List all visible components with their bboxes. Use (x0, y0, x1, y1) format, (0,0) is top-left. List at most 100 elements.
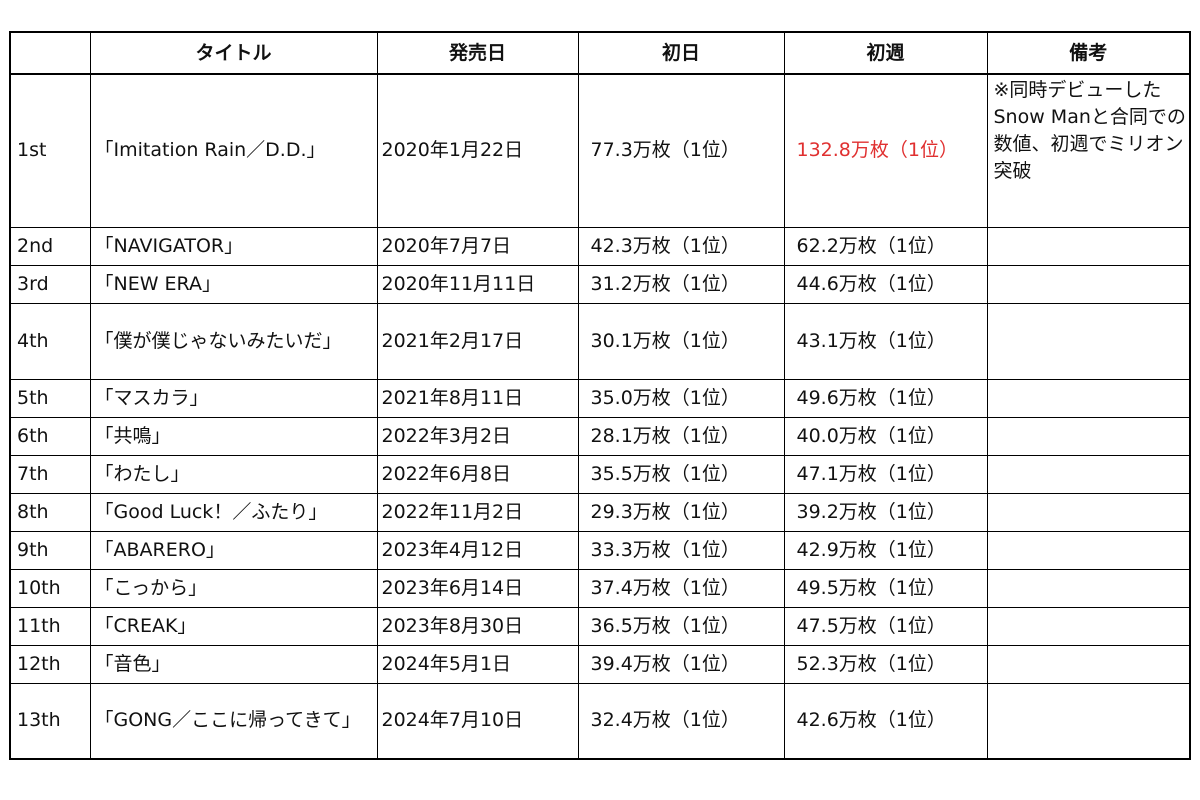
first-week-cell: 52.3万枚（1位） (783, 644, 988, 684)
rank-cell: 4th (9, 302, 91, 380)
first-week-cell: 44.6万枚（1位） (783, 264, 988, 304)
note-cell (986, 226, 1191, 266)
first-day-cell: 77.3万枚（1位） (577, 73, 785, 228)
release-date-cell: 2022年6月8日 (376, 454, 579, 494)
note-cell (986, 644, 1191, 684)
header-row: タイトル 発売日 初日 初週 備考 (9, 31, 1191, 75)
header-title: タイトル (89, 31, 378, 75)
first-day-cell: 28.1万枚（1位） (577, 416, 785, 456)
first-week-cell: 39.2万枚（1位） (783, 492, 988, 532)
release-date-cell: 2021年8月11日 (376, 378, 579, 418)
note-cell (986, 492, 1191, 532)
table-row: 10th 「こっから」 2023年6月14日 37.4万枚（1位） 49.5万枚（1位） (9, 568, 1191, 608)
note-cell (986, 302, 1191, 380)
release-date-cell: 2023年8月30日 (376, 606, 579, 646)
first-week-cell: 40.0万枚（1位） (783, 416, 988, 456)
rank-cell: 10th (9, 568, 91, 608)
rank-cell: 9th (9, 530, 91, 570)
table-row: 8th 「Good Luck！／ふたり」 2022年11月2日 29.3万枚（1位） 3… (9, 492, 1191, 532)
rank-cell: 2nd (9, 226, 91, 266)
rank-cell: 11th (9, 606, 91, 646)
rank-cell: 3rd (9, 264, 91, 304)
release-date-cell: 2024年5月1日 (376, 644, 579, 684)
release-date-cell: 2021年2月17日 (376, 302, 579, 380)
title-cell: 「Imitation Rain／D.D.」 (89, 73, 378, 228)
first-week-cell: 42.6万枚（1位） (783, 682, 988, 760)
first-week-cell: 43.1万枚（1位） (783, 302, 988, 380)
note-cell (986, 568, 1191, 608)
title-cell: 「音色」 (89, 644, 378, 684)
header-first-day: 初日 (577, 31, 785, 75)
rank-cell: 13th (9, 682, 91, 760)
first-week-cell: 47.5万枚（1位） (783, 606, 988, 646)
title-cell: 「こっから」 (89, 568, 378, 608)
sales-table: タイトル 発売日 初日 初週 備考 1st 「Imitation Rain／D.D… (9, 31, 1191, 760)
title-cell: 「NAVIGATOR」 (89, 226, 378, 266)
first-day-cell: 35.5万枚（1位） (577, 454, 785, 494)
note-cell (986, 682, 1191, 760)
table-row: 11th 「CREAK」 2023年8月30日 36.5万枚（1位） 47.5万枚（1位… (9, 606, 1191, 646)
rank-cell: 7th (9, 454, 91, 494)
title-cell: 「CREAK」 (89, 606, 378, 646)
table-row: 7th 「わたし」 2022年6月8日 35.5万枚（1位） 47.1万枚（1位） (9, 454, 1191, 494)
first-day-cell: 32.4万枚（1位） (577, 682, 785, 760)
table-row: 3rd 「NEW ERA」 2020年11月11日 31.2万枚（1位） 44.6万枚（… (9, 264, 1191, 304)
title-cell: 「わたし」 (89, 454, 378, 494)
header-first-week: 初週 (783, 31, 988, 75)
first-day-cell: 39.4万枚（1位） (577, 644, 785, 684)
title-cell: 「GONG／ここに帰ってきて」 (89, 682, 378, 760)
table-row: 9th 「ABARERO」 2023年4月12日 33.3万枚（1位） 42.9万枚（1… (9, 530, 1191, 570)
title-cell: 「僕が僕じゃないみたいだ」 (89, 302, 378, 380)
header-notes: 備考 (986, 31, 1191, 75)
table-row: 1st 「Imitation Rain／D.D.」 2020年1月22日 77.3万枚… (9, 73, 1191, 228)
first-day-cell: 33.3万枚（1位） (577, 530, 785, 570)
note-cell (986, 530, 1191, 570)
title-cell: 「共鳴」 (89, 416, 378, 456)
first-day-cell: 30.1万枚（1位） (577, 302, 785, 380)
first-day-cell: 36.5万枚（1位） (577, 606, 785, 646)
header-rank (9, 31, 91, 75)
table-row: 5th 「マスカラ」 2021年8月11日 35.0万枚（1位） 49.6万枚（1位） (9, 378, 1191, 418)
note-cell (986, 416, 1191, 456)
title-cell: 「Good Luck！／ふたり」 (89, 492, 378, 532)
rank-cell: 6th (9, 416, 91, 456)
first-day-cell: 37.4万枚（1位） (577, 568, 785, 608)
table-row: 2nd 「NAVIGATOR」 2020年7月7日 42.3万枚（1位） 62.2万枚（… (9, 226, 1191, 266)
title-cell: 「ABARERO」 (89, 530, 378, 570)
rank-cell: 8th (9, 492, 91, 532)
rank-cell: 5th (9, 378, 91, 418)
first-day-cell: 31.2万枚（1位） (577, 264, 785, 304)
first-day-cell: 29.3万枚（1位） (577, 492, 785, 532)
first-week-cell: 42.9万枚（1位） (783, 530, 988, 570)
note-cell (986, 264, 1191, 304)
first-week-cell: 49.5万枚（1位） (783, 568, 988, 608)
table-row: 13th 「GONG／ここに帰ってきて」 2024年7月10日 32.4万枚（1位） 4… (9, 682, 1191, 760)
title-cell: 「マスカラ」 (89, 378, 378, 418)
table-row: 12th 「音色」 2024年5月1日 39.4万枚（1位） 52.3万枚（1位） (9, 644, 1191, 684)
first-week-cell: 132.8万枚（1位） (783, 73, 988, 228)
note-cell (986, 378, 1191, 418)
first-week-cell: 49.6万枚（1位） (783, 378, 988, 418)
table-row: 4th 「僕が僕じゃないみたいだ」 2021年2月17日 30.1万枚（1位） 43.1… (9, 302, 1191, 380)
header-release-date: 発売日 (376, 31, 579, 75)
first-day-cell: 42.3万枚（1位） (577, 226, 785, 266)
table-row: 6th 「共鳴」 2022年3月2日 28.1万枚（1位） 40.0万枚（1位） (9, 416, 1191, 456)
table-body: 1st 「Imitation Rain／D.D.」 2020年1月22日 77.3万枚… (9, 73, 1191, 760)
release-date-cell: 2020年1月22日 (376, 73, 579, 228)
note-cell: ※同時デビューしたSnow Manと合同での数値、初週でミリオン突破 (986, 73, 1191, 228)
first-day-cell: 35.0万枚（1位） (577, 378, 785, 418)
rank-cell: 1st (9, 73, 91, 228)
release-date-cell: 2022年3月2日 (376, 416, 579, 456)
release-date-cell: 2020年7月7日 (376, 226, 579, 266)
release-date-cell: 2022年11月2日 (376, 492, 579, 532)
first-week-cell: 47.1万枚（1位） (783, 454, 988, 494)
release-date-cell: 2024年7月10日 (376, 682, 579, 760)
note-cell (986, 606, 1191, 646)
first-week-cell: 62.2万枚（1位） (783, 226, 988, 266)
release-date-cell: 2020年11月11日 (376, 264, 579, 304)
release-date-cell: 2023年6月14日 (376, 568, 579, 608)
title-cell: 「NEW ERA」 (89, 264, 378, 304)
release-date-cell: 2023年4月12日 (376, 530, 579, 570)
rank-cell: 12th (9, 644, 91, 684)
note-cell (986, 454, 1191, 494)
